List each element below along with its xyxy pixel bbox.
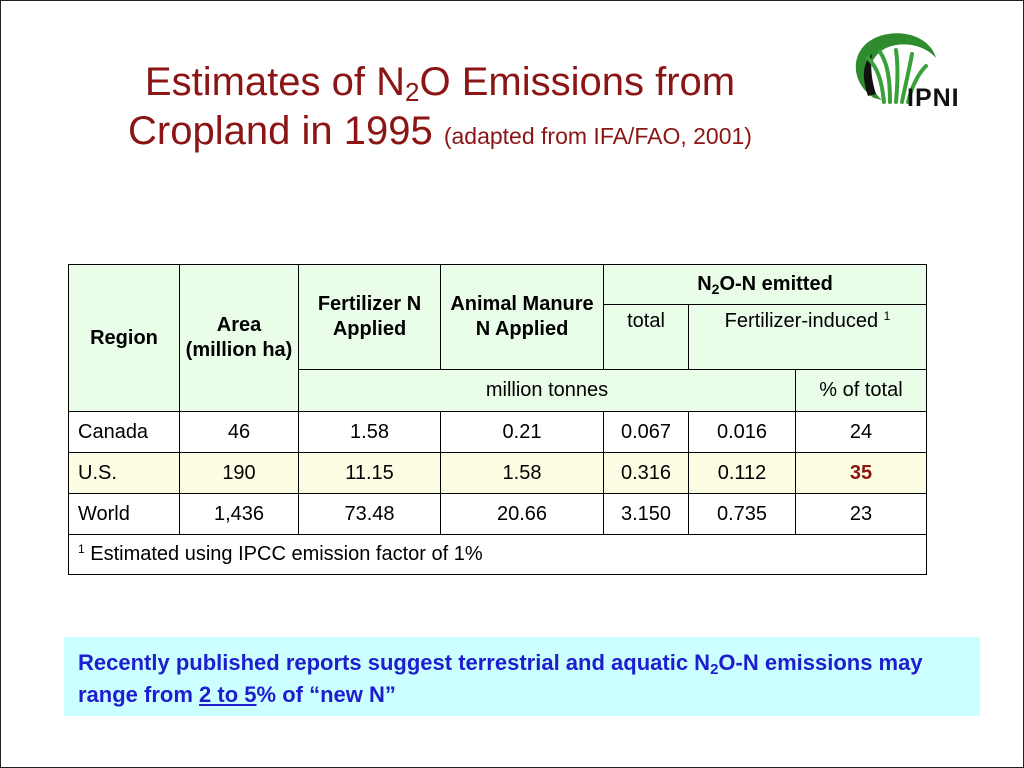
header-region: Region: [68, 264, 180, 412]
cell-total: 0.316: [603, 452, 689, 494]
cell-manure: 20.66: [440, 493, 604, 535]
title-subscript: 2: [405, 77, 420, 107]
cell-fertilizer: 1.58: [298, 411, 441, 453]
cell-region: U.S.: [68, 452, 180, 494]
cell-manure: 0.21: [440, 411, 604, 453]
header-emitted-sub: 2: [711, 281, 720, 297]
callout-subscript: 2: [710, 661, 719, 678]
table-row: Canada 46 1.58 0.21 0.067 0.016 24: [68, 411, 927, 453]
cell-percent-highlight: 35: [795, 452, 927, 494]
cell-area: 1,436: [179, 493, 299, 535]
cell-percent: 24: [795, 411, 927, 453]
footnote-text: Estimated using IPCC emission factor of …: [90, 543, 483, 565]
header-emitted: N2O-N emitted: [603, 264, 927, 305]
cell-area: 46: [179, 411, 299, 453]
callout-text-post: O-N emissions may range from: [78, 650, 923, 707]
header-units-million: million tonnes: [298, 369, 796, 412]
cell-total: 3.150: [603, 493, 689, 535]
header-fert-induced-label: Fertilizer-induced: [724, 310, 879, 332]
logo-text: IPNI: [907, 84, 960, 112]
header-fert-induced: Fertilizer-induced 1: [688, 304, 927, 370]
cell-total: 0.067: [603, 411, 689, 453]
emissions-table: Region Area (million ha) Fertilizer N Ap…: [68, 264, 927, 575]
cell-fert-induced: 0.016: [688, 411, 796, 453]
header-fert-induced-sup: 1: [883, 309, 891, 323]
table-row: World 1,436 73.48 20.66 3.150 0.735 23: [68, 493, 927, 535]
callout-text-pre: Recently published reports suggest terre…: [78, 650, 711, 675]
cell-area: 190: [179, 452, 299, 494]
table-footnote: 1 Estimated using IPCC emission factor o…: [68, 534, 927, 575]
title-line1-pre: Estimates of N: [144, 60, 405, 104]
table-row: U.S. 190 11.15 1.58 0.316 0.112 35: [68, 452, 927, 494]
header-emitted-post: O-N emitted: [719, 273, 833, 295]
cell-percent: 23: [795, 493, 927, 535]
cell-fertilizer: 11.15: [298, 452, 441, 494]
title-line1-post: O Emissions from: [419, 60, 736, 104]
ipni-logo-icon: [855, 33, 936, 104]
cell-fertilizer: 73.48: [298, 493, 441, 535]
header-total: total: [603, 304, 689, 370]
title-line2: Cropland in 1995: [128, 109, 433, 153]
footnote-marker: 1: [78, 542, 85, 556]
header-manure: Animal Manure N Applied: [440, 264, 604, 370]
header-emitted-pre: N: [697, 273, 712, 295]
title-source-note: (adapted from IFA/FAO, 2001): [443, 123, 752, 149]
cell-region: Canada: [68, 411, 180, 453]
cell-manure: 1.58: [440, 452, 604, 494]
callout-box: Recently published reports suggest terre…: [64, 637, 980, 716]
cell-fert-induced: 0.735: [688, 493, 796, 535]
callout-text-end: % of “new N”: [256, 682, 396, 707]
cell-region: World: [68, 493, 180, 535]
header-fertilizer: Fertilizer N Applied: [298, 264, 441, 370]
callout-underlined-range: 2 to 5: [199, 682, 257, 707]
cell-fert-induced: 0.112: [688, 452, 796, 494]
header-area: Area (million ha): [179, 264, 299, 412]
header-units-percent: % of total: [795, 369, 927, 412]
slide-title: Estimates of N2O Emissions from Cropland…: [20, 58, 860, 161]
